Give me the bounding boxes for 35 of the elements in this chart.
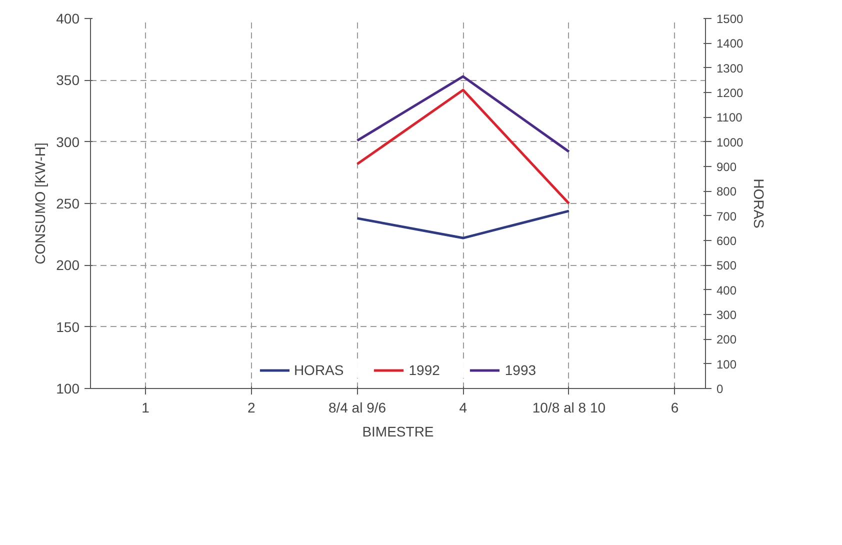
y2-axis-title: HORAS: [751, 178, 768, 228]
y-tick-label: 100: [56, 380, 80, 396]
y2-tick-label: 1000: [716, 135, 744, 150]
y2-tick-label: 100: [716, 357, 737, 372]
x-tick-label: 6: [670, 400, 679, 416]
y-tick-label: 400: [56, 10, 80, 26]
y2-tick-label: 1500: [716, 12, 744, 26]
y2-tick-label: 300: [716, 308, 737, 322]
y-tick-label: 300: [56, 134, 80, 150]
y2-tick-label: 0: [716, 382, 724, 396]
x-tick-label: 2: [248, 400, 256, 416]
x-tick-label: 10/8 al 8 10: [532, 400, 606, 416]
legend-label: HORAS: [294, 362, 344, 378]
y2-tick-label: 1200: [716, 86, 744, 100]
y2-tick-label: 900: [716, 160, 737, 174]
y2-tick-label: 1300: [716, 61, 744, 76]
y2-tick-label: 400: [716, 283, 737, 298]
y2-tick-label: 1400: [716, 36, 744, 51]
legend-label: 1993: [504, 362, 536, 378]
y-tick-label: 250: [56, 196, 80, 212]
x-axis-title: BIMESTRE: [362, 424, 434, 440]
y2-tick-label: 200: [716, 332, 737, 347]
y-tick-label: 200: [56, 257, 80, 274]
y2-tick-label: 500: [716, 258, 737, 273]
x-tick-label: 4: [459, 400, 468, 416]
y-axis-title: CONSUMO [KW-H]: [32, 142, 48, 264]
y-tick-label: 350: [56, 72, 80, 88]
y2-tick-label: 800: [716, 184, 737, 199]
y2-tick-label: 600: [716, 234, 737, 248]
y-tick-label: 150: [56, 318, 80, 335]
legend-label: 1992: [408, 362, 440, 378]
y2-tick-label: 700: [716, 209, 737, 224]
x-tick-label: 1: [142, 400, 150, 416]
x-tick-label: 8/4 al 9/6: [328, 400, 386, 416]
y2-tick-label: 1100: [716, 110, 743, 125]
